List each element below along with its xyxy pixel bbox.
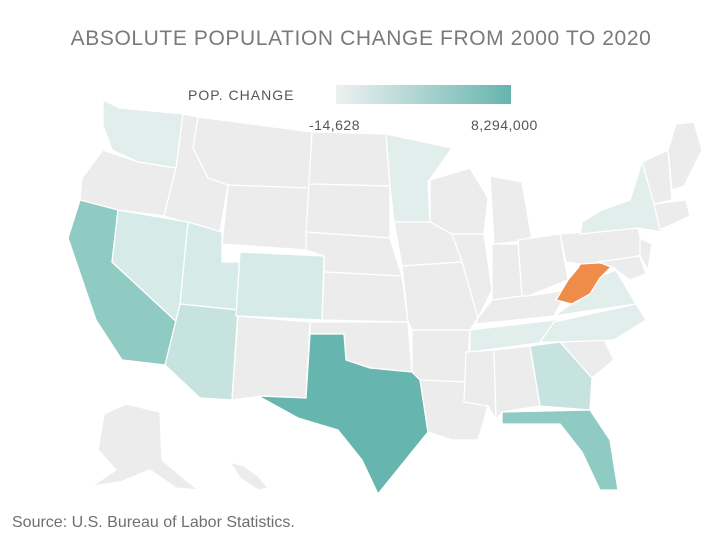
state-oregon (79, 149, 177, 217)
legend-min-value: -14,628 (309, 117, 360, 133)
state-hawaii (229, 461, 269, 491)
legend-max-value: 8,294,000 (471, 117, 538, 133)
map-title: ABSOLUTE POPULATION CHANGE FROM 2000 TO … (70, 27, 652, 50)
state-ohio (517, 233, 569, 297)
state-florida (501, 409, 619, 491)
state-michigan (489, 175, 533, 245)
state-maine (667, 121, 703, 191)
state-new-jersey (639, 237, 653, 271)
state-arizona (164, 303, 239, 401)
legend-gradient-bar (336, 85, 511, 104)
state-alaska (91, 403, 199, 491)
state-colorado (235, 251, 325, 321)
source-note: Source: U.S. Bureau of Labor Statistics. (12, 514, 295, 531)
state-new-mexico (231, 315, 311, 401)
legend-label: POP. CHANGE (188, 87, 295, 103)
state-maryland (597, 255, 647, 281)
state-new-england-south (653, 199, 691, 231)
state-georgia (529, 341, 593, 411)
state-alabama (493, 345, 541, 421)
state-vermont-nh (641, 149, 673, 205)
state-kansas (321, 271, 409, 323)
state-kentucky (475, 289, 569, 325)
state-montana (192, 116, 313, 189)
state-illinois (451, 233, 493, 319)
state-wyoming (221, 184, 310, 251)
state-south-dakota (305, 183, 391, 239)
state-north-dakota (308, 131, 391, 187)
state-indiana (491, 243, 523, 301)
state-wisconsin (429, 167, 489, 235)
state-mississippi (463, 349, 497, 421)
state-arkansas (411, 329, 471, 383)
state-texas (257, 333, 429, 495)
